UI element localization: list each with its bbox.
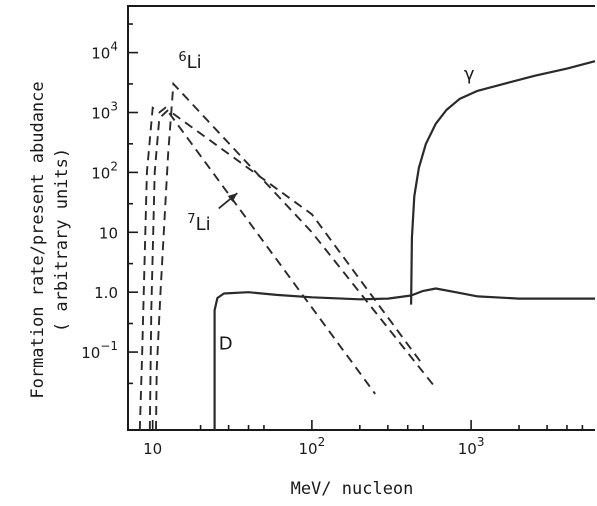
plot-frame	[127, 5, 595, 431]
y-tick-label: 10−1	[81, 339, 118, 362]
y-tick-label: 102	[91, 159, 118, 182]
x-tick-label: 10	[143, 440, 162, 458]
series-lines	[138, 60, 596, 431]
axis-ticks: 10−1 1.0 10 102 103 104 10 102 103	[81, 23, 584, 458]
series-7Li-b-line	[148, 108, 424, 431]
axes-frame	[127, 5, 595, 431]
series-label-D: D	[219, 334, 233, 355]
y-axis-subtitle: ( arbitrary units)	[52, 148, 72, 332]
li7-arrow-head	[227, 193, 238, 203]
x-axis-title: MeV/ nucleon	[291, 479, 414, 499]
series-γ-line	[410, 60, 596, 305]
series-6Li-line	[155, 81, 437, 431]
series-label-7Li: 7Li	[187, 212, 210, 235]
y-tick-label: 103	[91, 100, 118, 123]
y-tick-label: 10	[99, 224, 118, 242]
y-axis-title: Formation rate/present abudance	[28, 81, 48, 398]
series-label-6Li: 6Li	[178, 50, 201, 73]
series-7Li-line	[138, 106, 376, 431]
series-D-line	[213, 287, 595, 430]
series-label-gamma: γ	[464, 64, 475, 85]
x-tick-label: 102	[299, 435, 326, 458]
series-labels: γ D 6Li 7Li	[178, 50, 474, 354]
x-tick-label: 103	[458, 435, 485, 458]
y-tick-label: 1.0	[94, 284, 118, 302]
y-tick-label: 104	[91, 40, 118, 63]
